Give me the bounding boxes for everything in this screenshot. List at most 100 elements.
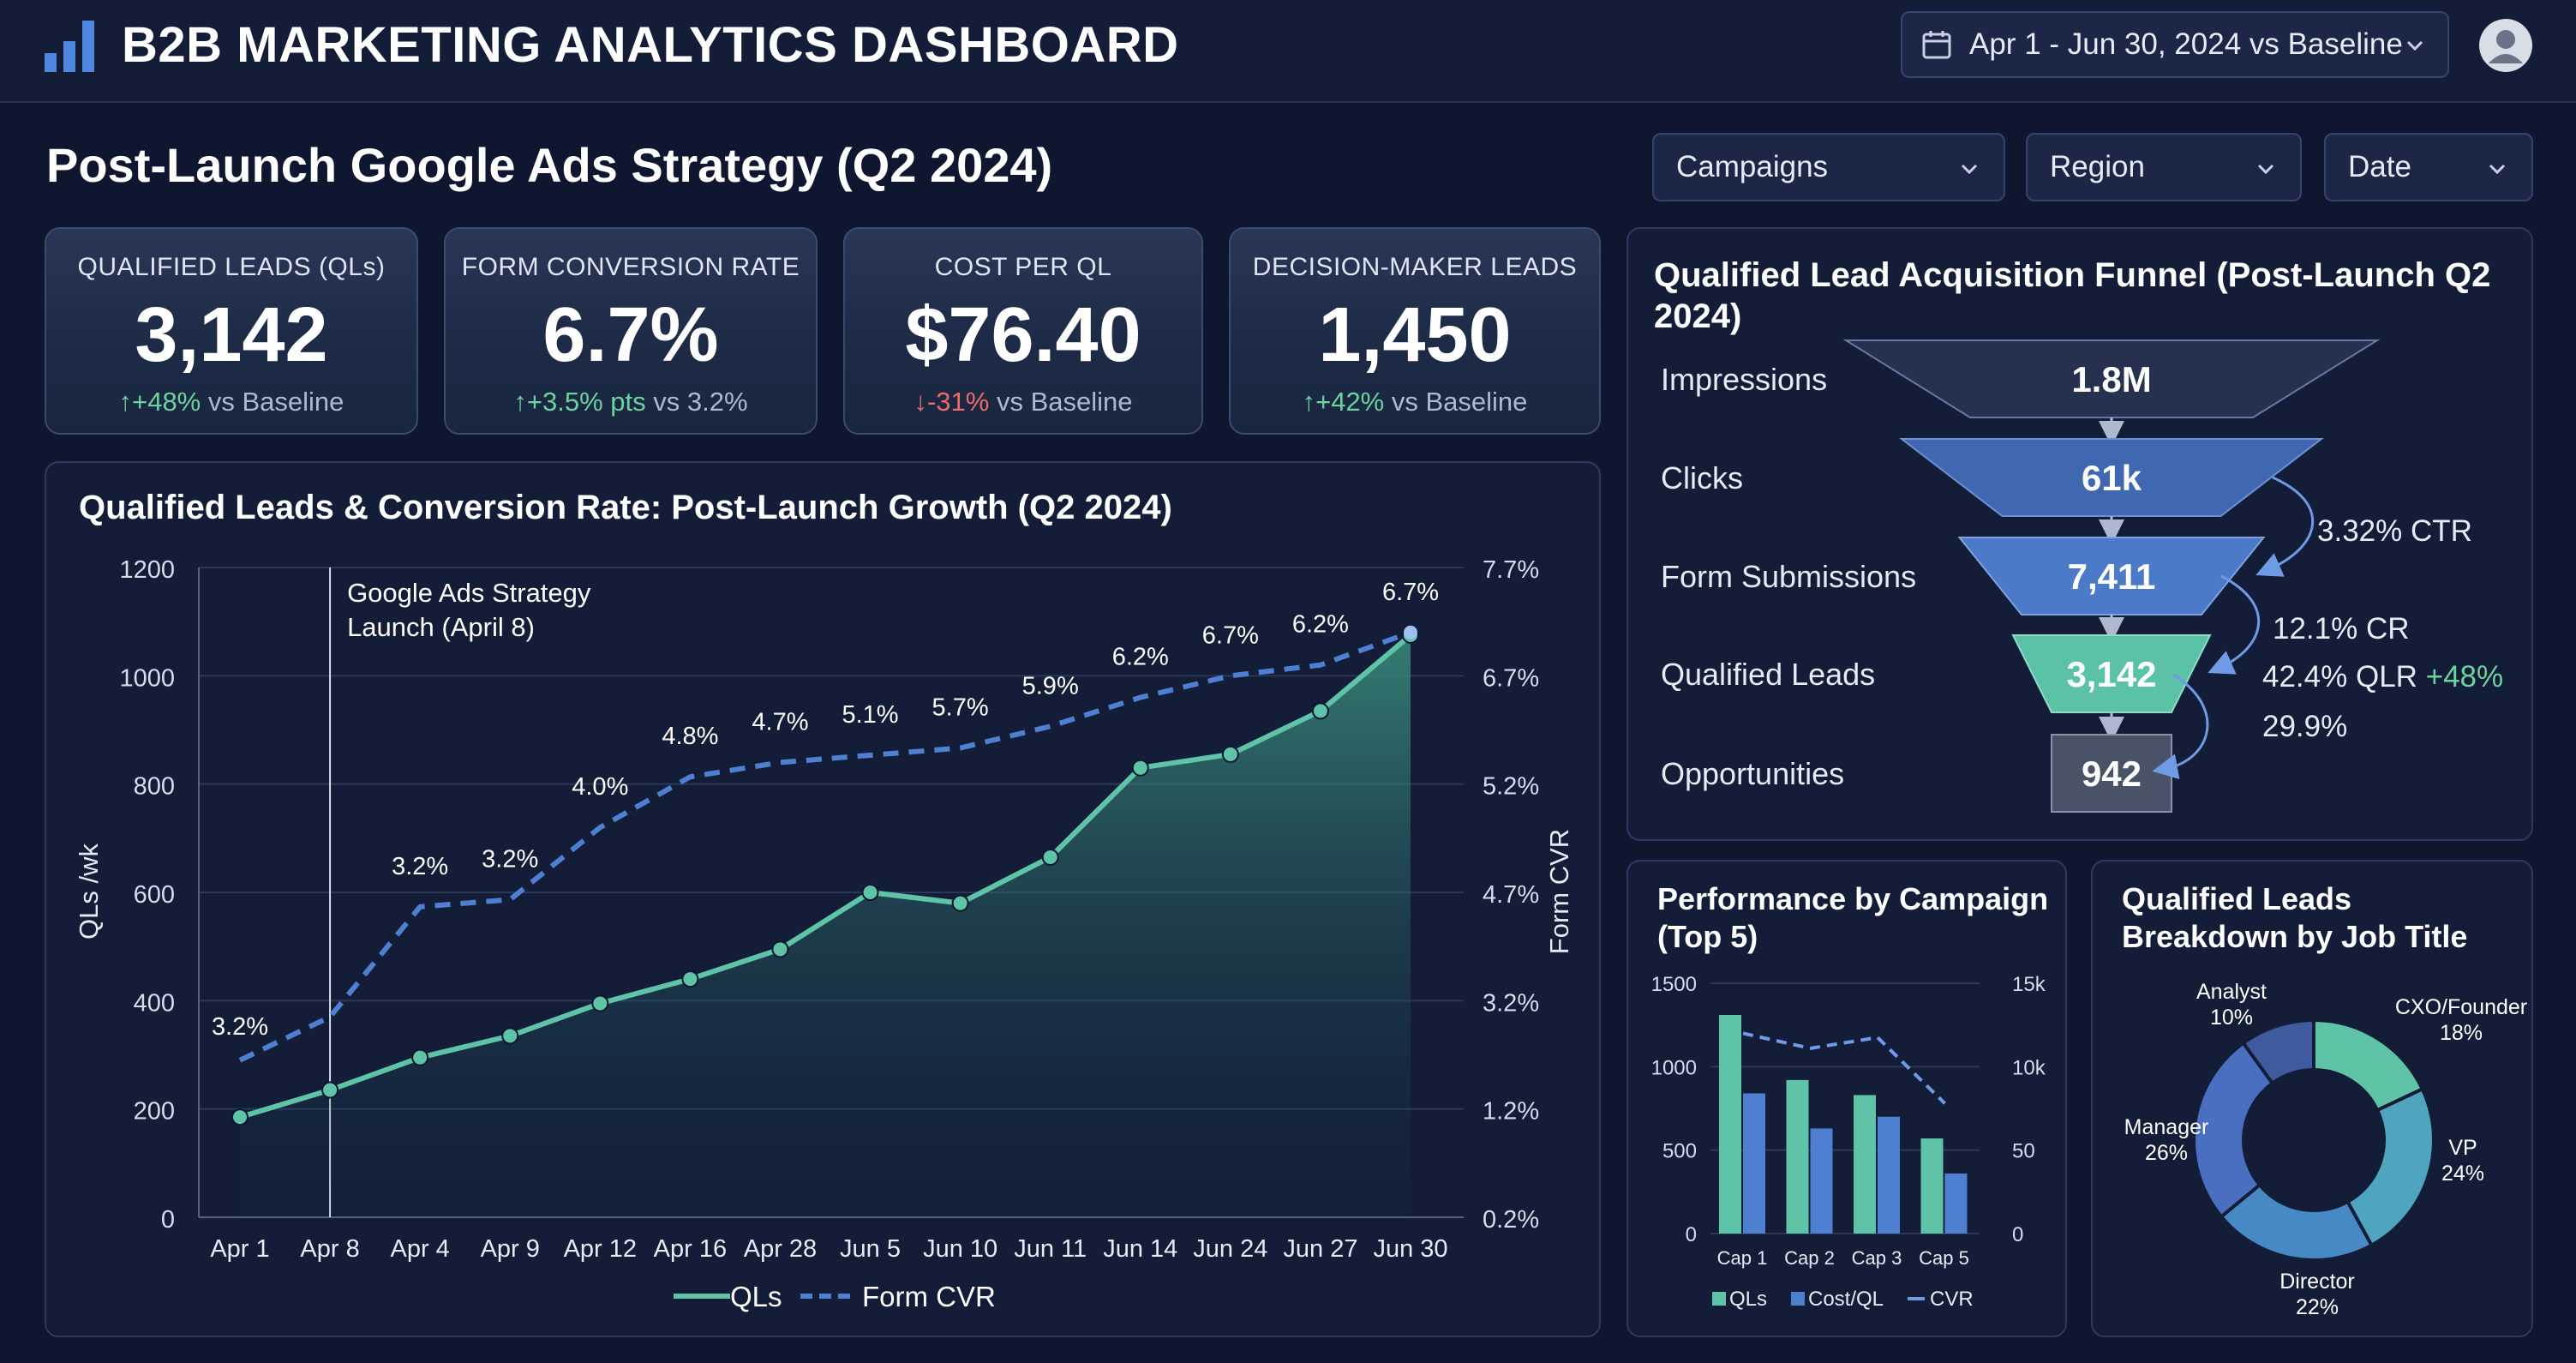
- cvr-data-label: 3.2%: [482, 845, 538, 873]
- bar-cost-per-ql: [1743, 1093, 1765, 1234]
- app-title: B2B MARKETING ANALYTICS DASHBOARD: [122, 17, 1179, 73]
- y2-tick-label: 10k: [2012, 1056, 2046, 1079]
- kpi-value: 3,142: [135, 292, 328, 378]
- bar-qls: [1920, 1138, 1944, 1234]
- kpi-card-cost-per-ql[interactable]: COST PER QL $76.40 ↓-31% vs Baseline: [843, 227, 1203, 435]
- bar-qls: [1786, 1079, 1809, 1234]
- funnel-rate-label: 29.9%: [2262, 710, 2347, 743]
- donut-slice-label: CXO/Founder: [2395, 995, 2527, 1019]
- ql-point: [1311, 702, 1329, 720]
- campaign-performance-panel: Performance by Campaign (Top 5) 0 500 1000…: [1626, 860, 2067, 1337]
- up-arrow-icon: ↑: [118, 387, 133, 417]
- top-bar: B2B MARKETING ANALYTICS DASHBOARD Apr 1 …: [0, 0, 2576, 103]
- donut-slice-value: 10%: [2210, 1006, 2253, 1030]
- kpi-change: +42%: [1315, 387, 1385, 417]
- x-tick-label: Jun 14: [1103, 1235, 1177, 1263]
- y-tick-label: 0: [161, 1206, 175, 1234]
- donut-slice-label: Analyst: [2196, 980, 2267, 1004]
- y-tick-label: 200: [134, 1098, 175, 1126]
- funnel-stage-shape: [1842, 339, 2381, 418]
- cvr-data-label: 6.2%: [1112, 644, 1169, 671]
- y-tick-label: 400: [134, 989, 175, 1017]
- ql-point: [951, 894, 969, 912]
- y2-tick-label: 15k: [2012, 973, 2046, 996]
- funnel-rate-arc: [2255, 476, 2314, 577]
- funnel-stage-label: Qualified Leads: [1661, 657, 1875, 692]
- y-tick-label: 1000: [119, 664, 175, 692]
- legend-label-cost: Cost/QL: [1808, 1288, 1884, 1311]
- ql-point: [861, 884, 879, 901]
- bar-qls: [1719, 1014, 1741, 1234]
- funnel-stage-value: 61k: [2082, 458, 2142, 498]
- kpi-card-decision-maker-leads[interactable]: DECISION-MAKER LEADS 1,450 ↑+42% vs Base…: [1229, 227, 1601, 435]
- cvr-data-label: 6.2%: [1292, 611, 1349, 639]
- kpi-label: COST PER QL: [934, 253, 1112, 281]
- funnel-stage-label: Impressions: [1661, 362, 1827, 397]
- y2-tick-label: 0.2%: [1483, 1206, 1539, 1234]
- donut-slice-value: 18%: [2440, 1021, 2483, 1045]
- ql-point: [1131, 759, 1149, 777]
- ql-point: [681, 970, 699, 988]
- cvr-data-label: 4.0%: [572, 773, 628, 801]
- cvr-data-label: 3.2%: [212, 1013, 268, 1041]
- funnel-rate-label: 12.1% CR: [2273, 612, 2410, 645]
- kpi-card-qualified-leads[interactable]: QUALIFIED LEADS (QLs) 3,142 ↑+48% vs Bas…: [45, 227, 418, 435]
- bar-cost-per-ql: [1878, 1116, 1900, 1234]
- funnel-stage-label: Opportunities: [1661, 756, 1844, 791]
- chevron-down-icon: [2257, 164, 2274, 175]
- ql-area: [240, 634, 1411, 1217]
- cvr-end-point: [1404, 625, 1417, 639]
- launch-annotation: Launch (April 8): [347, 612, 535, 642]
- x-tick-label: Apr 1: [210, 1235, 269, 1263]
- donut-slice-value: 26%: [2145, 1141, 2188, 1165]
- y-tick-label: 1500: [1651, 973, 1697, 996]
- cvr-data-label: 5.1%: [842, 701, 898, 729]
- legend-label-cvr: CVR: [1930, 1288, 1974, 1311]
- funnel-stage-value: 7,411: [2068, 556, 2156, 597]
- x-tick-label: Apr 8: [300, 1235, 359, 1263]
- user-avatar-icon[interactable]: [2479, 19, 2532, 72]
- region-filter-label: Region: [2050, 150, 2145, 183]
- bar-cost-per-ql: [1810, 1128, 1833, 1234]
- funnel-title: Qualified Lead Acquisition Funnel (Post-…: [1654, 256, 2491, 335]
- date-filter[interactable]: Date: [2324, 133, 2533, 201]
- legend-label-qls: QLs: [1729, 1288, 1767, 1311]
- kpi-change-suffix: vs Baseline: [996, 387, 1133, 417]
- x-tick-label: Cap 5: [1919, 1247, 1969, 1269]
- region-filter[interactable]: Region: [2026, 133, 2302, 201]
- legend-label-cvr: Form CVR: [862, 1281, 996, 1312]
- cvr-data-label: 5.9%: [1022, 672, 1079, 700]
- kpi-label: FORM CONVERSION RATE: [461, 253, 800, 281]
- down-arrow-icon: ↓: [914, 387, 927, 417]
- y-axis-label: QLs /wk: [74, 844, 104, 940]
- kpi-label: DECISION-MAKER LEADS: [1252, 253, 1578, 281]
- kpi-delta: ↑+3.5% pts vs 3.2%: [446, 387, 816, 417]
- cvr-data-label: 5.7%: [932, 694, 989, 722]
- donut-slice: [2240, 1018, 2315, 1086]
- x-tick-label: Cap 3: [1852, 1247, 1902, 1269]
- cvr-data-label: 4.7%: [752, 708, 808, 736]
- x-tick-label: Cap 1: [1717, 1247, 1768, 1269]
- date-filter-label: Date: [2348, 150, 2411, 183]
- x-tick-label: Jun 30: [1373, 1235, 1447, 1263]
- cvr-data-label: 6.7%: [1382, 579, 1439, 606]
- kpi-delta: ↑+48% vs Baseline: [46, 387, 416, 417]
- date-range-picker[interactable]: Apr 1 - Jun 30, 2024 vs Baseline: [1901, 11, 2449, 78]
- campaigns-filter[interactable]: Campaigns: [1652, 133, 2005, 201]
- donut-slice: [2345, 1086, 2435, 1248]
- kpi-card-form-conversion-rate[interactable]: FORM CONVERSION RATE 6.7% ↑+3.5% pts vs …: [444, 227, 818, 435]
- y2-tick-label: 0: [2012, 1223, 2023, 1246]
- bar-cost-per-ql: [1944, 1173, 1968, 1234]
- y2-tick-label: 6.7%: [1483, 664, 1539, 692]
- ql-point: [501, 1027, 519, 1045]
- y2-tick-label: 5.2%: [1483, 773, 1539, 801]
- growth-chart-title: Qualified Leads & Conversion Rate: Post-…: [79, 489, 1172, 526]
- job-title-chart-title: Qualified Leads Breakdown by Job Title: [2122, 881, 2468, 954]
- y2-tick-label: 7.7%: [1483, 556, 1539, 584]
- funnel-rate-arc: [2208, 574, 2261, 675]
- chevron-down-icon: [2406, 40, 2423, 51]
- y-tick-label: 500: [1662, 1140, 1697, 1163]
- x-tick-label: Jun 27: [1283, 1235, 1357, 1263]
- x-tick-label: Apr 4: [390, 1235, 449, 1263]
